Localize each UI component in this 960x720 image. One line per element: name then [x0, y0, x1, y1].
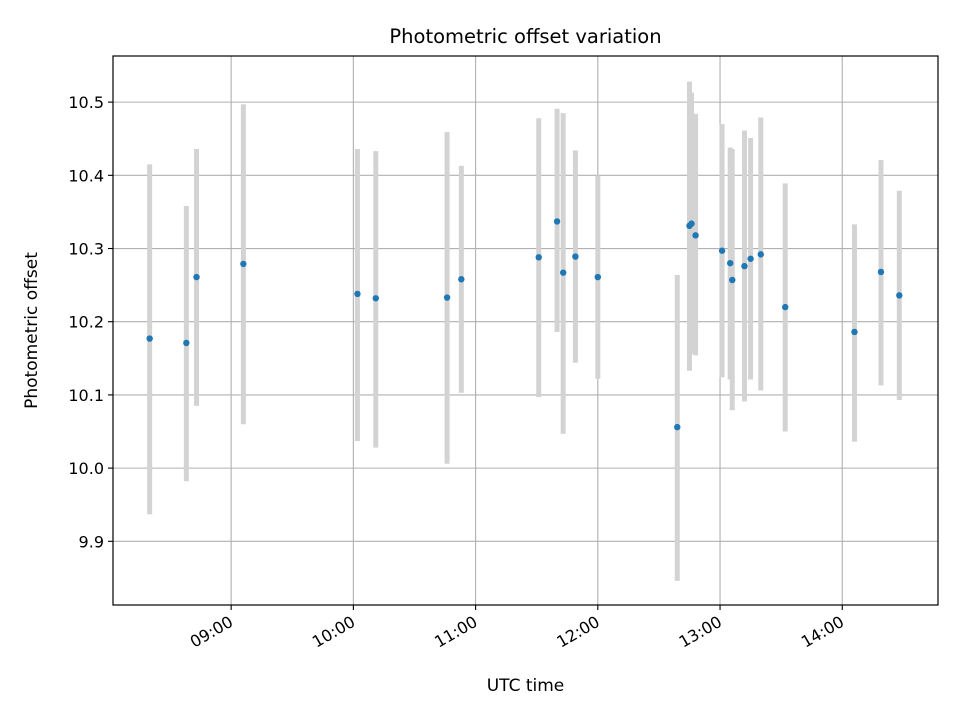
data-point [782, 303, 789, 311]
data-point [183, 339, 190, 347]
data-point [443, 294, 451, 301]
data-point [727, 259, 734, 267]
data-point [718, 247, 726, 254]
data-point [240, 260, 247, 268]
data-point [747, 255, 754, 262]
data-point [851, 328, 858, 336]
data-points [146, 218, 903, 431]
data-point [193, 273, 200, 281]
x-axis-label: UTC time [487, 676, 565, 696]
data-point [741, 262, 748, 270]
data-point [674, 423, 681, 431]
data-point [372, 295, 379, 302]
data-point [535, 254, 542, 261]
y-tick-label: 10.1 [68, 386, 104, 405]
data-point [688, 220, 695, 227]
y-axis-label: Photometric offset [22, 252, 42, 409]
data-point [877, 268, 885, 276]
data-point [559, 269, 567, 276]
y-tick-label: 10.4 [68, 166, 104, 185]
data-point [553, 218, 561, 225]
data-point [354, 290, 361, 298]
y-tick-label: 10.2 [68, 313, 104, 332]
data-point [757, 251, 764, 258]
y-tick-label: 10.3 [68, 240, 104, 259]
data-point [572, 253, 579, 260]
data-point [896, 292, 903, 299]
data-point [692, 232, 699, 239]
chart-title: Photometric offset variation [389, 25, 661, 48]
data-point [729, 276, 736, 284]
y-tick-label: 10.5 [68, 93, 104, 112]
data-point [146, 335, 153, 342]
plot-frame [112, 55, 939, 606]
y-tick-label: 10.0 [68, 459, 104, 478]
y-tick-label: 9.9 [79, 532, 104, 551]
data-point [594, 273, 602, 281]
data-point [458, 276, 465, 283]
